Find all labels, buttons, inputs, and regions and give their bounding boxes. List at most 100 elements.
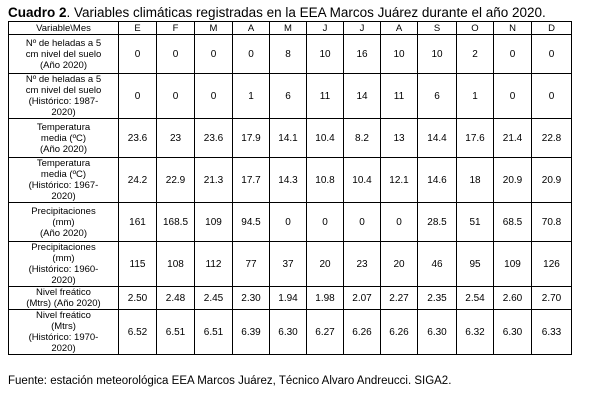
- value-cell: 126: [531, 241, 572, 287]
- value-cell: 6: [269, 73, 307, 119]
- row-label-line: (mm): [52, 253, 75, 264]
- row-label-line: (mm): [52, 216, 75, 228]
- value-cell: 168.5: [156, 202, 195, 242]
- row-label-line: cm nivel del suelo: [25, 48, 102, 60]
- value-cell: 6.26: [343, 309, 381, 355]
- value-cell: 0: [531, 34, 572, 74]
- value-cell: 2.27: [380, 286, 418, 310]
- row-label-line: Nivel freático: [36, 287, 91, 299]
- row-label-cell: Nivel freático (Mtrs) (Histórico: 1970- 202…: [8, 309, 119, 355]
- value-cell: 1: [456, 73, 494, 119]
- value-cell: 0: [269, 202, 307, 242]
- value-cell: 6.30: [269, 309, 307, 355]
- value-cell: 2.50: [118, 286, 157, 310]
- climate-table: Variable\Mes E F M A M J J A S O N D Nº de heladas a …: [8, 21, 572, 355]
- value-cell: 17.9: [232, 118, 270, 158]
- table-row: Temperatura media (ºC) (Año 2020) 23.6 23 23.…: [8, 118, 572, 158]
- value-cell: 10: [306, 34, 344, 74]
- value-cell: 14.3: [269, 157, 307, 203]
- value-cell: 2.70: [531, 286, 572, 310]
- month-header-cell: M: [194, 21, 233, 35]
- value-cell: 6.30: [417, 309, 457, 355]
- month-header-cell: A: [232, 21, 270, 35]
- value-cell: 0: [343, 202, 381, 242]
- value-cell: 109: [493, 241, 532, 287]
- row-label-cell: Precipitaciones (mm) (Histórico: 1960- 2020…: [8, 241, 119, 287]
- table-row: Nivel freático (Mtrs) (Histórico: 1970- 202…: [8, 309, 572, 355]
- value-cell: 6.51: [156, 309, 195, 355]
- value-cell: 6.51: [194, 309, 233, 355]
- value-cell: 23: [156, 118, 195, 158]
- month-header-cell: M: [269, 21, 307, 35]
- table-row: Nivel freático (Mtrs) (Año 2020) 2.50 2.48 2…: [8, 286, 572, 310]
- value-cell: 10.4: [306, 118, 344, 158]
- row-label-line: Precipitaciones: [31, 242, 96, 254]
- value-cell: 0: [306, 202, 344, 242]
- value-cell: 0: [493, 34, 532, 74]
- value-cell: 70.8: [531, 202, 572, 242]
- value-cell: 2.45: [194, 286, 233, 310]
- value-cell: 6: [417, 73, 457, 119]
- row-label-cell: Nivel freático (Mtrs) (Año 2020): [8, 286, 119, 310]
- value-cell: 108: [156, 241, 195, 287]
- value-cell: 1: [232, 73, 270, 119]
- value-cell: 17.7: [232, 157, 270, 203]
- row-label-line: cm nivel del suelo: [25, 85, 102, 96]
- value-cell: 94.5: [232, 202, 270, 242]
- row-label-line: Precipitaciones: [31, 205, 96, 217]
- row-label-line: Temperatura: [36, 158, 91, 170]
- row-label-line: 2020): [51, 343, 76, 354]
- value-cell: 2.30: [232, 286, 270, 310]
- row-label-line: (Año 2020): [39, 143, 87, 155]
- value-cell: 14.6: [417, 157, 457, 203]
- row-label-line: Nº de heladas a 5: [25, 37, 102, 49]
- row-label-line: 2020): [51, 275, 76, 286]
- value-cell: 6.26: [380, 309, 418, 355]
- table-caption: Cuadro 2. Variables climáticas registrad…: [8, 5, 546, 21]
- month-header-cell: O: [456, 21, 494, 35]
- month-header-cell: J: [306, 21, 344, 35]
- row-label-line: Nivel freático: [36, 310, 91, 322]
- value-cell: 77: [232, 241, 270, 287]
- value-cell: 0: [194, 73, 233, 119]
- value-cell: 20: [306, 241, 344, 287]
- value-cell: 2.54: [456, 286, 494, 310]
- value-cell: 0: [232, 34, 270, 74]
- value-cell: 12.1: [380, 157, 418, 203]
- row-label-line: (Histórico: 1960-: [28, 264, 99, 275]
- table-row: Precipitaciones (mm) (Año 2020) 161 168.5 109…: [8, 202, 572, 242]
- value-cell: 18: [456, 157, 494, 203]
- caption-text: . Variables climáticas registradas en la…: [66, 5, 546, 20]
- month-header-cell: D: [531, 21, 572, 35]
- value-cell: 6.33: [531, 309, 572, 355]
- value-cell: 13: [380, 118, 418, 158]
- value-cell: 0: [194, 34, 233, 74]
- value-cell: 21.3: [194, 157, 233, 203]
- value-cell: 8.2: [343, 118, 381, 158]
- value-cell: 1.98: [306, 286, 344, 310]
- value-cell: 11: [380, 73, 418, 119]
- header-row: Variable\Mes E F M A M J J A S O N D: [8, 21, 572, 35]
- value-cell: 0: [156, 73, 195, 119]
- value-cell: 68.5: [493, 202, 532, 242]
- table-row: Nº de heladas a 5 cm nivel del suelo (Año …: [8, 34, 572, 74]
- value-cell: 0: [118, 34, 157, 74]
- value-cell: 23: [343, 241, 381, 287]
- value-cell: 20.9: [531, 157, 572, 203]
- row-label-line: (Histórico: 1970-: [28, 332, 99, 343]
- row-label-line: (Mtrs) (Año 2020): [26, 298, 101, 309]
- value-cell: 161: [118, 202, 157, 242]
- value-cell: 10.8: [306, 157, 344, 203]
- value-cell: 16: [343, 34, 381, 74]
- value-cell: 6.39: [232, 309, 270, 355]
- value-cell: 22.9: [156, 157, 195, 203]
- value-cell: 2.07: [343, 286, 381, 310]
- row-label-line: Nº de heladas a 5: [25, 74, 102, 86]
- row-label-line: Temperatura: [36, 121, 91, 133]
- value-cell: 6.27: [306, 309, 344, 355]
- value-cell: 21.4: [493, 118, 532, 158]
- value-cell: 2: [456, 34, 494, 74]
- value-cell: 112: [194, 241, 233, 287]
- row-label-line: (Histórico: 1987-: [28, 96, 99, 107]
- climate-table-wrapper: Variable\Mes E F M A M J J A S O N D Nº de heladas a …: [8, 21, 572, 355]
